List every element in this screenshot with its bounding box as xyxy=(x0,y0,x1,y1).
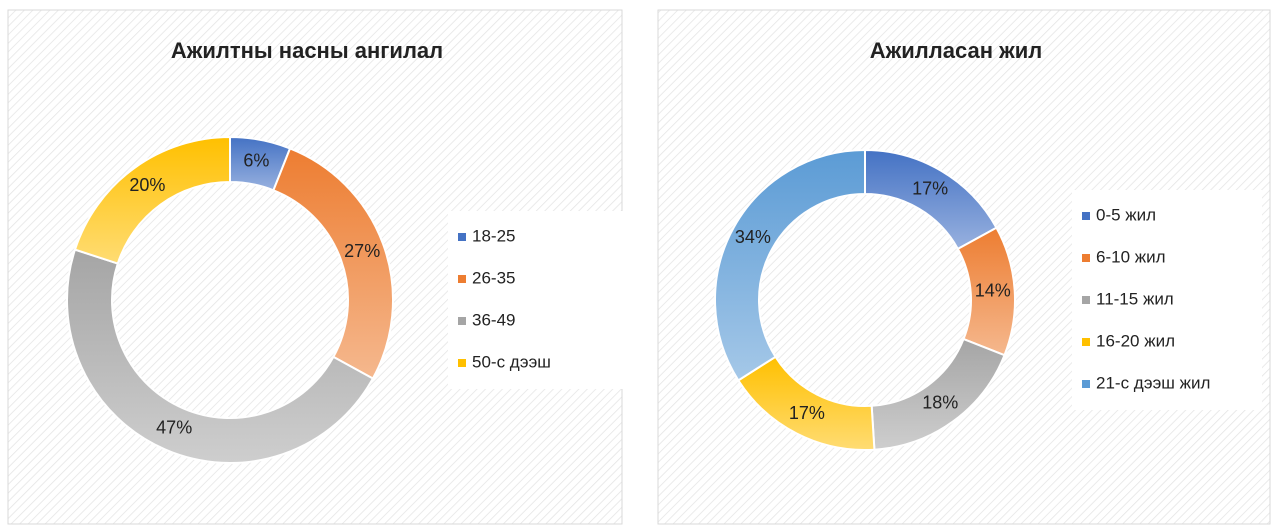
legend-label: 26-35 xyxy=(472,268,515,287)
chart-title: Ажилласан жил xyxy=(870,38,1042,63)
legend-label: 0-5 жил xyxy=(1096,205,1156,224)
legend-marker xyxy=(458,359,466,367)
legend-marker xyxy=(458,275,466,283)
legend-label: 11-15 жил xyxy=(1096,289,1174,308)
donut-slice xyxy=(714,148,866,382)
legend-marker xyxy=(458,233,466,241)
data-label: 47% xyxy=(156,418,192,438)
legend-box xyxy=(448,211,638,389)
donut-slice xyxy=(66,248,375,464)
data-label: 18% xyxy=(922,392,958,412)
data-label: 34% xyxy=(735,227,771,247)
legend-marker xyxy=(1082,212,1090,220)
legend-label: 21-с дээш жил xyxy=(1096,373,1210,392)
data-label: 17% xyxy=(789,403,825,423)
legend-marker xyxy=(1082,380,1090,388)
legend-label: 18-25 xyxy=(472,226,515,245)
legend-marker xyxy=(458,317,466,325)
data-label: 20% xyxy=(129,175,165,195)
legend-label: 16-20 жил xyxy=(1096,331,1175,350)
legend-label: 36-49 xyxy=(472,310,515,329)
data-label: 14% xyxy=(975,281,1011,301)
donut-slice xyxy=(73,135,231,265)
data-label: 27% xyxy=(344,241,380,261)
chart-title: Ажилтны насны ангилал xyxy=(171,38,443,63)
legend-marker xyxy=(1082,296,1090,304)
legend-label: 50-с дээш xyxy=(472,352,551,371)
legend-marker xyxy=(1082,338,1090,346)
legend-marker xyxy=(1082,254,1090,262)
legend-label: 6-10 жил xyxy=(1096,247,1166,266)
data-label: 6% xyxy=(243,151,269,171)
legend-box xyxy=(1072,190,1262,410)
data-label: 17% xyxy=(912,179,948,199)
